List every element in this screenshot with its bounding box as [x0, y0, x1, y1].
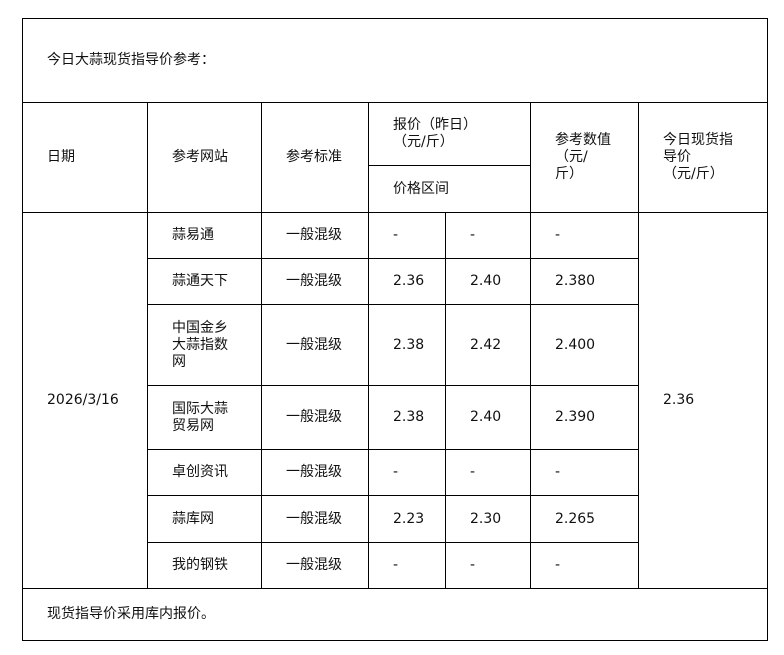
high-price-cell: - — [445, 212, 531, 259]
date-cell: 2026/3/16 — [22, 212, 148, 589]
table-row: 蒜库网 一般混级 2.23 2.30 2.265 — [23, 495, 768, 543]
standard-cell: 一般混级 — [261, 449, 369, 496]
high-price-cell: 2.42 — [445, 304, 531, 386]
high-price-cell: 2.30 — [445, 495, 531, 543]
price-table: 今日大蒜现货指导价参考： 日期 参考网站 参考标准 报价（昨日） （元/斤） 参… — [21, 18, 769, 641]
site-cell: 蒜库网 — [147, 495, 262, 543]
ref-value-cell: 2.390 — [530, 385, 639, 450]
standard-cell: 一般混级 — [261, 495, 369, 543]
low-price-cell: 2.38 — [368, 385, 446, 450]
table-footer: 现货指导价采用库内报价。 — [21, 588, 769, 641]
table-row: 2026/3/16 蒜易通 一般混级 - - -2.36 — [22, 212, 769, 589]
table-title: 今日大蒜现货指导价参考： — [21, 18, 769, 103]
ref-value-cell: - — [530, 212, 639, 259]
header-ref-value: 参考数值 （元/ 斤） — [530, 102, 639, 213]
header-today-price: 今日现货指 导价 （元/斤） — [637, 102, 769, 213]
ref-value-cell: - — [530, 542, 639, 589]
standard-cell: 一般混级 — [261, 258, 369, 305]
table-row: 卓创资讯 一般混级 - - - — [23, 449, 768, 496]
low-price-cell: - — [368, 542, 446, 589]
table-row: 蒜通天下 一般混级 2.36 2.40 2.380 — [23, 258, 768, 305]
site-cell: 蒜易通 — [147, 212, 262, 259]
high-price-cell: - — [445, 449, 531, 496]
standard-cell: 一般混级 — [261, 212, 369, 259]
site-cell: 卓创资讯 — [147, 449, 262, 496]
standard-cell: 一般混级 — [261, 385, 369, 450]
standard-cell: 一般混级 — [261, 542, 369, 589]
ref-value-cell: 2.265 — [530, 495, 639, 543]
high-price-cell: 2.40 — [445, 258, 531, 305]
low-price-cell: 2.38 — [368, 304, 446, 386]
header-date: 日期 — [22, 102, 148, 213]
ref-value-cell: 2.380 — [530, 258, 639, 305]
table-row: 我的钢铁 一般混级 - - - — [23, 542, 768, 589]
header-quote: 报价（昨日） （元/斤） — [368, 102, 531, 166]
today-price-cell: 2.36 — [637, 212, 769, 589]
header-standard: 参考标准 — [261, 102, 369, 213]
ref-value-cell: 2.400 — [530, 304, 639, 386]
site-cell: 蒜通天下 — [147, 258, 262, 305]
site-cell: 国际大蒜 贸易网 — [147, 385, 262, 450]
low-price-cell: 2.36 — [368, 258, 446, 305]
site-cell: 我的钢铁 — [147, 542, 262, 589]
header-range: 价格区间 — [368, 165, 531, 213]
low-price-cell: 2.23 — [368, 495, 446, 543]
high-price-cell: - — [445, 542, 531, 589]
standard-cell: 一般混级 — [261, 304, 369, 386]
low-price-cell: - — [368, 212, 446, 259]
low-price-cell: - — [368, 449, 446, 496]
high-price-cell: 2.40 — [445, 385, 531, 450]
site-cell: 中国金乡 大蒜指数 网 — [147, 304, 262, 386]
ref-value-cell: - — [530, 449, 639, 496]
table-row: 中国金乡 大蒜指数 网一般混级 2.38 2.42 2.400 — [23, 304, 768, 386]
header-site: 参考网站 — [147, 102, 262, 213]
table-row: 国际大蒜 贸易网 一般混级 2.38 2.40 2.390 — [23, 385, 768, 450]
